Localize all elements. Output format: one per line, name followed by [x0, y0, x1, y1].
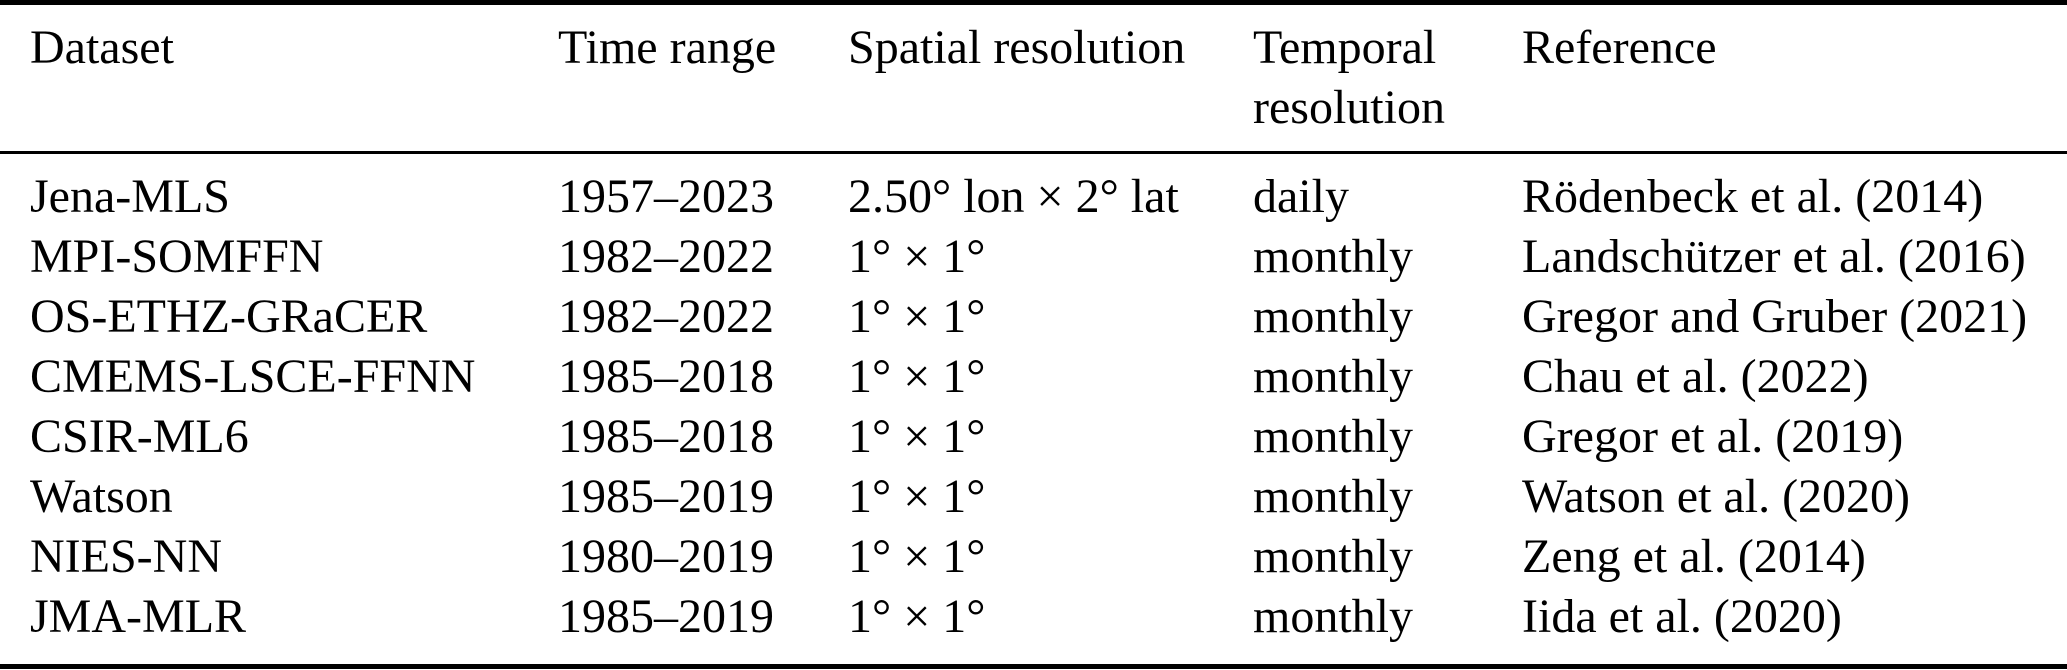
cell-temporal-resolution: daily — [1253, 170, 1349, 223]
cell-reference: Gregor and Gruber (2021) — [1522, 290, 2028, 343]
cell-dataset: NIES-NN — [30, 530, 222, 583]
cell-time-range: 1957–2023 — [558, 170, 774, 223]
cell-dataset: JMA-MLR — [30, 590, 247, 643]
cell-reference: Chau et al. (2022) — [1522, 350, 1869, 403]
table-row: CSIR-ML6 1985–2018 1° × 1° monthly Grego… — [0, 407, 2067, 467]
table-row: NIES-NN 1980–2019 1° × 1° monthly Zeng e… — [0, 527, 2067, 587]
table-row: CMEMS-LSCE-FFNN 1985–2018 1° × 1° monthl… — [0, 347, 2067, 407]
header-cell-dataset: Dataset — [0, 2, 558, 154]
cell-dataset: CMEMS-LSCE-FFNN — [30, 350, 476, 403]
cell-spatial-resolution: 1° × 1° — [848, 350, 986, 403]
cell-temporal-resolution: monthly — [1253, 410, 1414, 463]
cell-time-range: 1985–2019 — [558, 470, 774, 523]
cell-spatial-resolution: 1° × 1° — [848, 590, 986, 643]
cell-dataset: Watson — [30, 470, 173, 523]
cell-spatial-resolution: 1° × 1° — [848, 230, 986, 283]
cell-reference: Landschützer et al. (2016) — [1522, 230, 2026, 283]
cell-temporal-resolution: monthly — [1253, 230, 1414, 283]
table-row: OS-ETHZ-GRaCER 1982–2022 1° × 1° monthly… — [0, 287, 2067, 347]
table-row: JMA-MLR 1985–2019 1° × 1° monthly Iida e… — [0, 587, 2067, 667]
table-row: Watson 1985–2019 1° × 1° monthly Watson … — [0, 467, 2067, 527]
cell-spatial-resolution: 1° × 1° — [848, 290, 986, 343]
table-row: MPI-SOMFFN 1982–2022 1° × 1° monthly Lan… — [0, 227, 2067, 287]
cell-spatial-resolution: 1° × 1° — [848, 470, 986, 523]
header-cell-spatial-resolution: Spatial resolution — [848, 2, 1253, 154]
cell-time-range: 1985–2018 — [558, 350, 774, 403]
table-row: Jena-MLS 1957–2023 2.50° lon × 2° lat da… — [0, 153, 2067, 228]
cell-time-range: 1985–2019 — [558, 590, 774, 643]
cell-dataset: OS-ETHZ-GRaCER — [30, 290, 428, 343]
header-cell-reference: Reference — [1522, 2, 2067, 154]
cell-temporal-resolution: monthly — [1253, 590, 1414, 643]
cell-reference: Zeng et al. (2014) — [1522, 530, 1866, 583]
cell-spatial-resolution: 1° × 1° — [848, 530, 986, 583]
cell-dataset: Jena-MLS — [30, 170, 230, 223]
header-cell-time-range: Time range — [558, 2, 848, 154]
cell-reference: Iida et al. (2020) — [1522, 590, 1842, 643]
cell-reference: Gregor et al. (2019) — [1522, 410, 1904, 463]
cell-dataset: MPI-SOMFFN — [30, 230, 324, 283]
cell-time-range: 1982–2022 — [558, 290, 774, 343]
header-cell-temporal-resolution: Temporal resolution — [1253, 2, 1522, 154]
cell-spatial-resolution: 2.50° lon × 2° lat — [848, 170, 1179, 223]
cell-temporal-resolution: monthly — [1253, 470, 1414, 523]
cell-temporal-resolution: monthly — [1253, 530, 1414, 583]
table-header-row: Dataset Time range Spatial resolution Te… — [0, 2, 2067, 154]
cell-reference: Rödenbeck et al. (2014) — [1522, 170, 1984, 223]
cell-temporal-resolution: monthly — [1253, 350, 1414, 403]
cell-time-range: 1985–2018 — [558, 410, 774, 463]
cell-spatial-resolution: 1° × 1° — [848, 410, 986, 463]
cell-temporal-resolution: monthly — [1253, 290, 1414, 343]
cell-dataset: CSIR-ML6 — [30, 410, 249, 463]
cell-reference: Watson et al. (2020) — [1522, 470, 1911, 523]
cell-time-range: 1982–2022 — [558, 230, 774, 283]
cell-time-range: 1980–2019 — [558, 530, 774, 583]
